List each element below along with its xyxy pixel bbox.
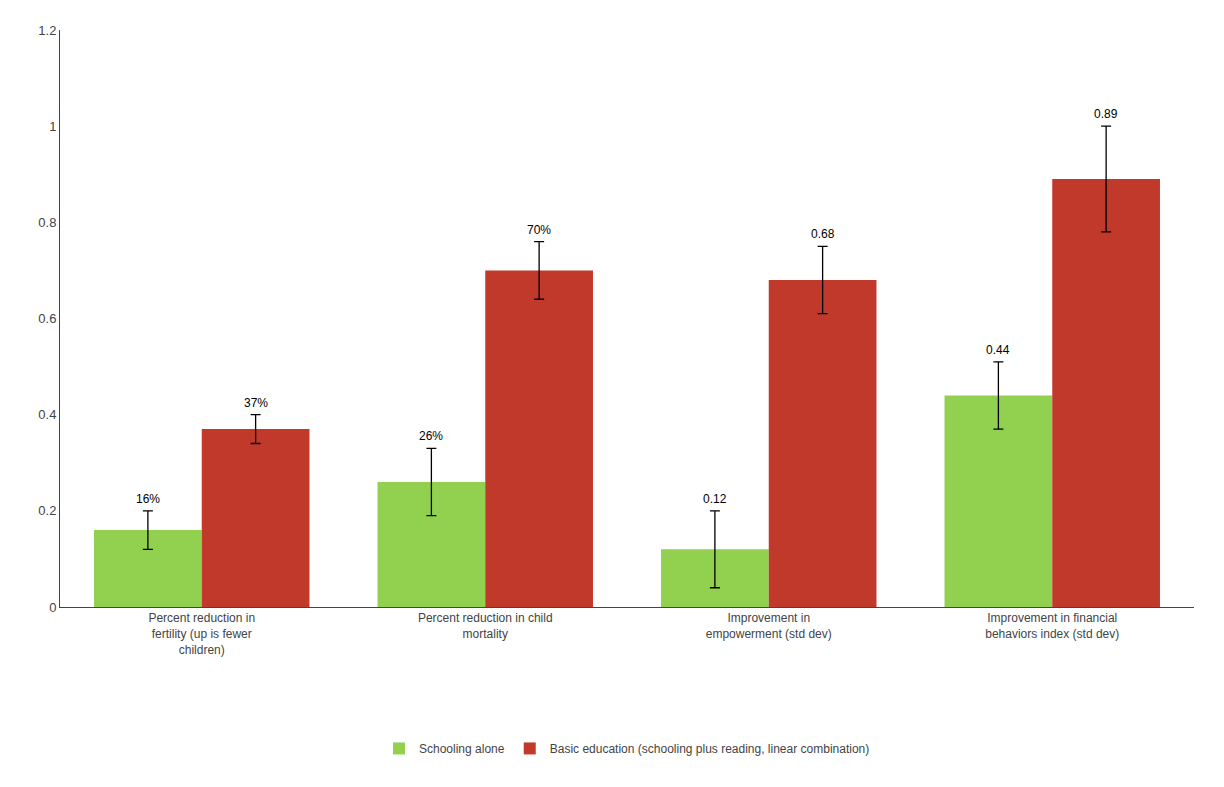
svg-text:Schooling alone: Schooling alone — [419, 742, 505, 756]
svg-text:0.68: 0.68 — [811, 227, 835, 241]
svg-text:1.2: 1.2 — [38, 23, 56, 38]
svg-text:0.2: 0.2 — [38, 503, 56, 518]
svg-text:Percent reduction in childmort: Percent reduction in childmortality — [418, 611, 553, 641]
svg-text:0.44: 0.44 — [986, 343, 1010, 357]
svg-text:Improvement inempowerment (std: Improvement inempowerment (std dev) — [706, 611, 832, 641]
svg-text:0.8: 0.8 — [38, 215, 56, 230]
svg-text:26%: 26% — [419, 429, 443, 443]
svg-text:16%: 16% — [136, 492, 160, 506]
svg-text:Basic education (schooling plu: Basic education (schooling plus reading,… — [550, 742, 870, 756]
svg-text:0.89: 0.89 — [1094, 107, 1118, 121]
svg-text:0.4: 0.4 — [38, 407, 56, 422]
svg-text:1: 1 — [49, 119, 56, 134]
svg-text:70%: 70% — [527, 223, 551, 237]
svg-text:0.12: 0.12 — [703, 492, 727, 506]
svg-text:0.6: 0.6 — [38, 311, 56, 326]
svg-text:0: 0 — [49, 600, 56, 615]
svg-text:Improvement in financialbehavi: Improvement in financialbehaviors index … — [985, 611, 1119, 641]
svg-text:Percent reduction infertility: Percent reduction infertility (up is few… — [148, 611, 255, 656]
svg-text:37%: 37% — [244, 396, 268, 410]
